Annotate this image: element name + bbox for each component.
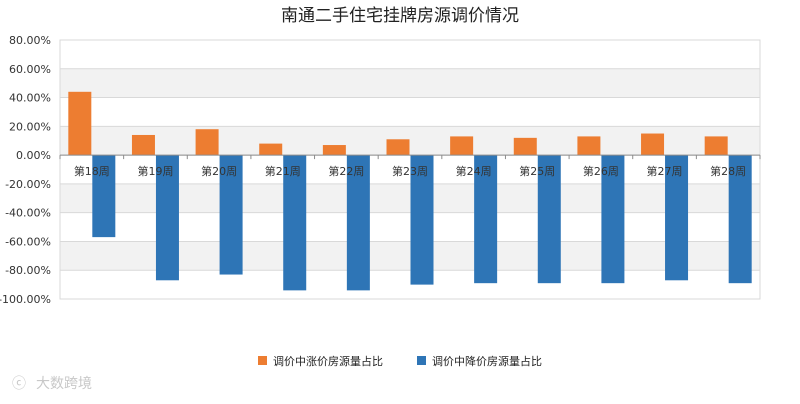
- bar-rise-4: [259, 143, 283, 156]
- x-category-label: 第27周: [647, 164, 683, 178]
- plot-frame: [59, 39, 761, 300]
- y-tick-label: -60.00%: [5, 235, 51, 248]
- bar-rise-11: [704, 136, 728, 156]
- x-axis-categories: 第18周 第19周 第20周 第21周 第22周 第23周 第24周 第25周 第26周 第27周…: [74, 164, 746, 178]
- y-tick-label: -100.00%: [0, 293, 51, 306]
- legend: 调价中涨价房源量占比 调价中降价房源量占比: [258, 354, 542, 368]
- x-category-label: 第28周: [710, 164, 746, 178]
- y-tick-label: -40.00%: [5, 207, 51, 220]
- bar-rise-8: [513, 137, 537, 156]
- watermark-text: 大数跨境: [36, 376, 92, 392]
- zero-axis: [59, 154, 761, 160]
- x-category-label: 第19周: [137, 164, 173, 178]
- y-tick-label: 40.00%: [9, 92, 51, 105]
- y-tick-label: 80.00%: [9, 34, 51, 47]
- watermark-logo-icon: ⓒ: [12, 376, 26, 392]
- y-tick-label: 20.00%: [9, 120, 51, 133]
- watermark: ⓒ 大数跨境: [12, 376, 92, 392]
- x-category-label: 第23周: [392, 164, 428, 178]
- y-tick-label: -80.00%: [5, 264, 51, 277]
- legend-label-rise: 调价中涨价房源量占比: [273, 354, 383, 368]
- bar-fall-6: [410, 155, 434, 285]
- y-tick-label: 0.00%: [16, 149, 51, 162]
- bar-rise-7: [450, 136, 474, 156]
- x-category-label: 第20周: [201, 164, 237, 178]
- x-category-label: 第25周: [519, 164, 555, 178]
- x-category-label: 第21周: [265, 164, 301, 178]
- bar-fall-10: [665, 155, 689, 281]
- chart-title: 南通二手住宅挂牌房源调价情况: [281, 6, 519, 26]
- bar-rise-6: [386, 139, 410, 156]
- bar-fall-4: [283, 155, 307, 291]
- bar-rise-10: [641, 133, 665, 156]
- bar-rise-3: [195, 129, 219, 156]
- x-category-label: 第24周: [456, 164, 492, 178]
- y-tick-label: 60.00%: [9, 63, 51, 76]
- y-tick-label: -20.00%: [5, 178, 51, 191]
- x-category-label: 第22周: [328, 164, 364, 178]
- bar-rise-9: [577, 136, 601, 156]
- x-category-label: 第26周: [583, 164, 619, 178]
- bar-fall-2: [155, 155, 179, 281]
- legend-label-fall: 调价中降价房源量占比: [432, 354, 542, 368]
- bar-fall-11: [728, 155, 752, 284]
- bar-fall-3: [219, 155, 243, 275]
- y-axis: 80.00% 60.00% 40.00% 20.00% 0.00% -20.00% -40.…: [0, 34, 51, 306]
- bar-rise-1: [68, 91, 92, 156]
- bar-fall-9: [601, 155, 625, 284]
- bar-fall-7: [474, 155, 498, 284]
- bar-fall-1: [92, 155, 116, 238]
- bars: [68, 91, 752, 291]
- x-category-label: 第18周: [74, 164, 110, 178]
- grid-band: [60, 68, 760, 98]
- bar-fall-5: [346, 155, 370, 291]
- legend-swatch-fall: [417, 356, 426, 365]
- bar-fall-8: [537, 155, 561, 284]
- bar-rise-5: [322, 145, 346, 156]
- legend-swatch-rise: [258, 356, 267, 365]
- bar-rise-2: [131, 134, 155, 156]
